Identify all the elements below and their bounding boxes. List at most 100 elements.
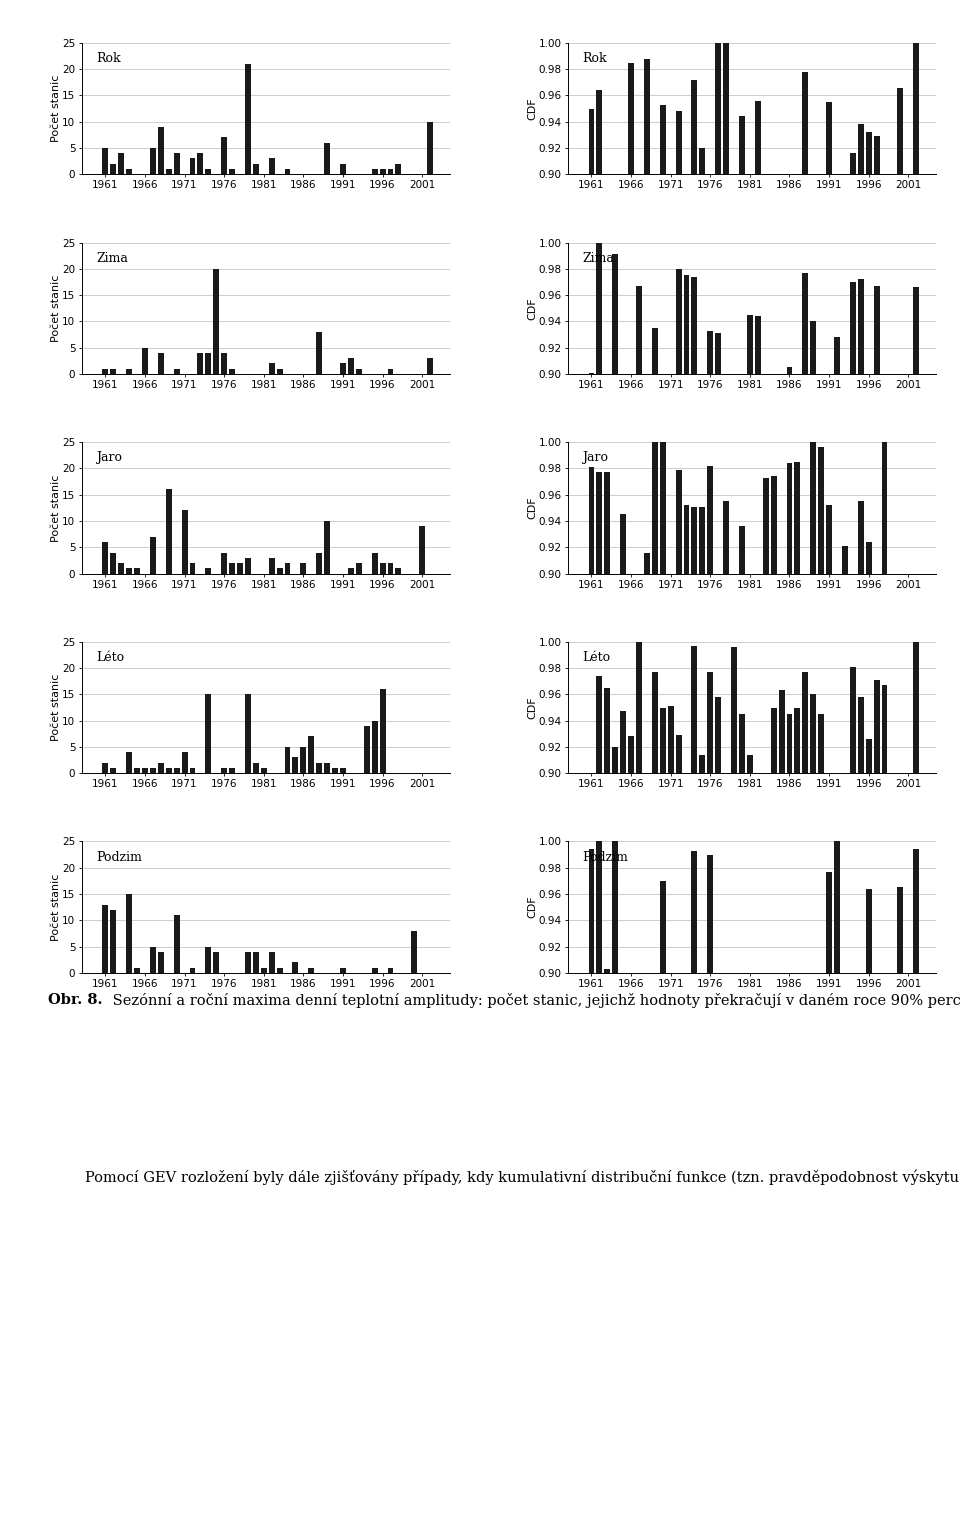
Bar bbox=[332, 768, 338, 774]
Bar bbox=[588, 109, 594, 175]
Bar bbox=[110, 553, 116, 573]
Bar bbox=[174, 369, 180, 374]
Bar bbox=[221, 138, 228, 175]
Bar bbox=[732, 647, 737, 774]
Bar bbox=[652, 328, 658, 374]
Text: Podzim: Podzim bbox=[583, 850, 629, 864]
Bar bbox=[213, 268, 219, 374]
Bar bbox=[620, 515, 626, 573]
Bar bbox=[676, 112, 682, 175]
Bar bbox=[612, 254, 618, 374]
Bar bbox=[198, 352, 204, 374]
Bar bbox=[316, 763, 323, 774]
Bar bbox=[700, 149, 706, 175]
Bar bbox=[739, 527, 745, 573]
Bar bbox=[596, 242, 602, 374]
Bar bbox=[261, 768, 267, 774]
Bar bbox=[379, 564, 386, 573]
Bar bbox=[827, 103, 832, 175]
Bar bbox=[276, 968, 282, 973]
Bar bbox=[668, 706, 674, 774]
Bar bbox=[189, 158, 196, 175]
Bar bbox=[181, 510, 187, 573]
Bar bbox=[715, 697, 721, 774]
Y-axis label: Počet stanic: Počet stanic bbox=[51, 75, 60, 142]
Text: Rok: Rok bbox=[583, 52, 607, 64]
Bar bbox=[150, 536, 156, 573]
Bar bbox=[913, 286, 919, 374]
Bar bbox=[913, 849, 919, 973]
Bar bbox=[850, 666, 855, 774]
Bar bbox=[252, 951, 259, 973]
Bar bbox=[684, 276, 689, 374]
Bar bbox=[157, 352, 164, 374]
Bar bbox=[134, 968, 140, 973]
Bar bbox=[118, 153, 124, 175]
Bar bbox=[795, 708, 801, 774]
Bar bbox=[644, 58, 650, 175]
Bar bbox=[708, 331, 713, 374]
Bar bbox=[747, 314, 753, 374]
Bar bbox=[324, 763, 330, 774]
Bar bbox=[110, 369, 116, 374]
Bar bbox=[588, 849, 594, 973]
Bar bbox=[723, 43, 729, 175]
Bar bbox=[276, 568, 282, 573]
Bar bbox=[252, 763, 259, 774]
Bar bbox=[388, 564, 394, 573]
Bar bbox=[866, 132, 872, 175]
Bar bbox=[221, 768, 228, 774]
Bar bbox=[110, 768, 116, 774]
Text: Zima: Zima bbox=[583, 251, 614, 265]
Y-axis label: CDF: CDF bbox=[527, 97, 537, 119]
Bar bbox=[157, 127, 164, 175]
Bar bbox=[340, 768, 346, 774]
Bar bbox=[245, 951, 251, 973]
Bar bbox=[372, 553, 377, 573]
Bar bbox=[356, 369, 362, 374]
Bar bbox=[293, 962, 299, 973]
Bar bbox=[858, 124, 864, 175]
Bar bbox=[810, 443, 816, 573]
Bar bbox=[810, 322, 816, 374]
Bar bbox=[858, 279, 864, 374]
Bar bbox=[596, 90, 602, 175]
Bar bbox=[134, 768, 140, 774]
Bar bbox=[276, 369, 282, 374]
Text: Léto: Léto bbox=[96, 651, 125, 663]
Bar bbox=[700, 507, 706, 573]
Bar bbox=[166, 768, 172, 774]
Bar bbox=[834, 337, 840, 374]
Bar bbox=[348, 358, 354, 374]
Text: Jaro: Jaro bbox=[583, 452, 609, 464]
Bar bbox=[723, 501, 729, 573]
Bar bbox=[739, 116, 745, 175]
Bar bbox=[850, 153, 855, 175]
Bar bbox=[150, 768, 156, 774]
Bar bbox=[881, 685, 887, 774]
Text: Zima: Zima bbox=[96, 251, 129, 265]
Bar bbox=[691, 850, 697, 973]
Y-axis label: CDF: CDF bbox=[527, 896, 537, 919]
Bar bbox=[150, 947, 156, 973]
Bar bbox=[205, 568, 211, 573]
Bar bbox=[605, 688, 611, 774]
Bar bbox=[771, 708, 777, 774]
Bar bbox=[755, 316, 760, 374]
Bar bbox=[110, 164, 116, 175]
Bar bbox=[691, 80, 697, 175]
Bar bbox=[316, 553, 323, 573]
Bar bbox=[700, 755, 706, 774]
Bar bbox=[858, 501, 864, 573]
Bar bbox=[818, 447, 824, 573]
Bar bbox=[786, 463, 792, 573]
Bar bbox=[866, 542, 872, 573]
Bar bbox=[340, 968, 346, 973]
Bar bbox=[269, 558, 275, 573]
Bar bbox=[166, 489, 172, 573]
Bar bbox=[252, 164, 259, 175]
Bar bbox=[126, 568, 132, 573]
Bar bbox=[596, 676, 602, 774]
Bar bbox=[612, 748, 618, 774]
Bar bbox=[652, 443, 658, 573]
